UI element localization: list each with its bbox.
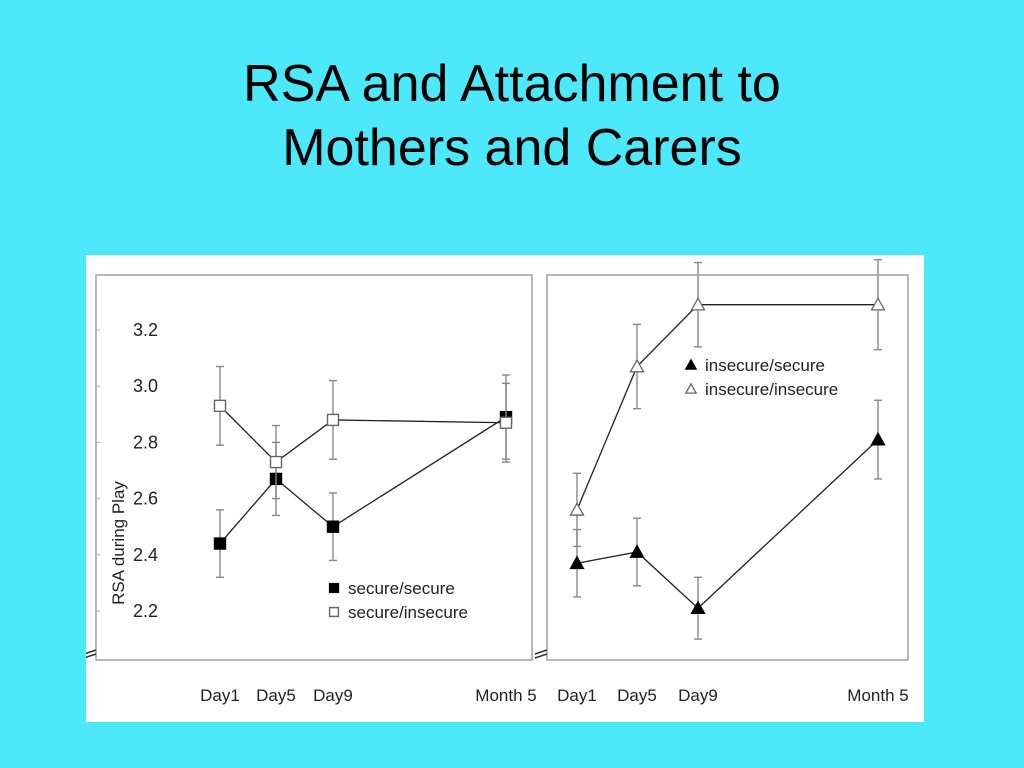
slide-title-line-1: RSA and Attachment to xyxy=(243,55,781,113)
legend-marker xyxy=(684,382,698,394)
x-tick-label: Day5 xyxy=(256,686,296,705)
data-point xyxy=(870,431,886,446)
x-tick-label: Month 5 xyxy=(847,686,908,705)
legend-marker xyxy=(328,606,340,618)
data-point xyxy=(569,502,585,516)
chart-panel-1: 3.2 3.0 2.8 2.6 2.4 2.2 RSA during Play Day1 Day… xyxy=(86,274,537,705)
panel-frame xyxy=(95,274,533,661)
y-tick-label: 2.8 xyxy=(133,432,158,452)
x-tick-label: Day1 xyxy=(557,686,597,705)
legend-marker xyxy=(328,582,340,594)
legend-label: secure/secure xyxy=(348,579,455,598)
data-point xyxy=(499,416,513,429)
axis-break-mark xyxy=(534,653,548,659)
data-point xyxy=(326,520,340,533)
data-point xyxy=(569,555,585,570)
data-point xyxy=(213,399,227,413)
y-tick-label: 3.0 xyxy=(133,376,158,396)
data-point xyxy=(870,296,886,311)
axis-break-mark xyxy=(86,649,97,655)
data-point xyxy=(629,544,645,558)
axis-break-mark xyxy=(86,653,97,659)
data-point xyxy=(629,358,645,373)
y-tick-label: 2.4 xyxy=(133,545,158,565)
x-tick-label: Month 5 xyxy=(475,686,536,705)
legend-label: secure/insecure xyxy=(348,603,468,622)
x-tick-label: Day1 xyxy=(200,686,240,705)
legend-label: insecure/secure xyxy=(705,356,825,375)
series-line xyxy=(219,416,507,544)
y-tick-label: 2.2 xyxy=(133,601,158,621)
y-tick-label: 2.6 xyxy=(133,489,158,509)
y-tick-label: 3.2 xyxy=(133,320,158,340)
chart-figure: 3.2 3.0 2.8 2.6 2.4 2.2 RSA during Play Day1 Day… xyxy=(86,255,924,722)
legend: insecure/secure insecure/insecure xyxy=(684,356,838,399)
x-tick-label: Day5 xyxy=(617,686,657,705)
x-tick-label: Day9 xyxy=(678,686,718,705)
axis-break-mark xyxy=(534,649,548,655)
slide-title-line-2: Mothers and Carers xyxy=(282,119,742,177)
series-line xyxy=(576,439,879,610)
data-point xyxy=(326,413,340,427)
chart-panel-2: Day1 Day5 Day9 Month 5insecure/secureinsecu… xyxy=(534,259,909,705)
legend-label: insecure/insecure xyxy=(705,380,838,399)
series-line xyxy=(576,304,878,511)
data-point xyxy=(690,296,706,311)
legend: secure/secure secure/insecure xyxy=(328,579,468,622)
data-point xyxy=(269,455,283,469)
slide-title: RSA and Attachment to Mothers and Carers xyxy=(0,52,1024,180)
legend-marker xyxy=(684,358,698,370)
y-axis-label: RSA during Play xyxy=(109,481,128,605)
x-tick-label: Day9 xyxy=(313,686,353,705)
chart-svg: 3.2 3.0 2.8 2.6 2.4 2.2 RSA during Play Day1 Day… xyxy=(86,259,909,705)
data-point xyxy=(690,600,706,615)
series-line xyxy=(219,405,507,463)
data-point xyxy=(213,537,227,550)
panel-frame xyxy=(546,274,909,661)
